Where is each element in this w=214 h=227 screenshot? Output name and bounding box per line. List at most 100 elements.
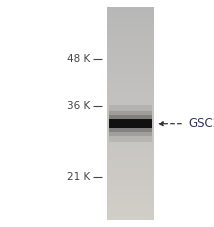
Bar xyxy=(107,62,154,64)
Bar xyxy=(107,147,154,149)
Bar xyxy=(107,25,154,26)
Bar xyxy=(107,74,154,76)
Bar xyxy=(107,10,154,12)
Bar xyxy=(107,201,154,202)
Bar xyxy=(107,195,154,197)
Bar xyxy=(107,129,154,131)
Bar xyxy=(107,53,154,55)
Bar xyxy=(107,167,154,169)
Bar xyxy=(107,211,154,213)
Bar xyxy=(107,137,154,138)
Bar xyxy=(107,42,154,44)
Bar xyxy=(107,122,154,124)
Bar xyxy=(107,9,154,10)
Bar xyxy=(107,110,154,112)
Bar xyxy=(109,119,152,128)
Bar xyxy=(109,105,152,142)
Bar xyxy=(107,178,154,179)
Bar xyxy=(107,153,154,154)
Bar xyxy=(107,83,154,85)
Text: GSC2: GSC2 xyxy=(188,117,214,130)
Bar xyxy=(109,111,152,136)
Bar xyxy=(107,162,154,163)
Bar xyxy=(107,96,154,97)
Bar xyxy=(107,119,154,121)
Bar xyxy=(107,65,154,67)
Bar xyxy=(107,199,154,201)
Bar xyxy=(107,87,154,89)
Bar xyxy=(107,67,154,69)
Bar xyxy=(107,19,154,21)
Bar xyxy=(107,193,154,195)
Bar xyxy=(107,128,154,129)
Bar xyxy=(107,73,154,74)
Bar xyxy=(107,39,154,41)
Bar xyxy=(107,85,154,87)
Bar xyxy=(107,28,154,30)
Bar xyxy=(107,41,154,42)
Bar xyxy=(107,163,154,165)
Bar xyxy=(107,90,154,92)
Bar xyxy=(107,188,154,190)
Bar xyxy=(107,213,154,215)
Bar xyxy=(107,7,154,9)
Bar xyxy=(107,21,154,23)
Bar xyxy=(107,101,154,103)
Bar xyxy=(107,131,154,133)
Bar xyxy=(109,115,152,132)
Bar xyxy=(107,176,154,178)
Bar xyxy=(107,17,154,19)
Bar xyxy=(107,192,154,193)
Bar xyxy=(107,181,154,183)
Bar xyxy=(107,183,154,185)
Bar xyxy=(107,69,154,71)
Bar xyxy=(107,117,154,119)
Bar xyxy=(107,174,154,176)
Text: 21 K: 21 K xyxy=(67,172,90,182)
Bar xyxy=(107,121,154,122)
Text: 36 K: 36 K xyxy=(67,101,90,111)
Bar xyxy=(107,103,154,105)
Bar xyxy=(107,80,154,81)
Bar xyxy=(107,92,154,94)
Bar xyxy=(107,133,154,135)
Bar xyxy=(107,35,154,37)
Bar xyxy=(107,206,154,208)
Bar xyxy=(107,44,154,46)
Bar xyxy=(107,138,154,140)
Bar xyxy=(107,14,154,16)
Bar xyxy=(107,108,154,110)
Bar xyxy=(107,51,154,53)
Bar xyxy=(107,81,154,83)
Bar xyxy=(107,99,154,101)
Bar xyxy=(107,16,154,17)
Bar xyxy=(107,12,154,14)
Bar xyxy=(107,106,154,108)
Bar xyxy=(107,71,154,73)
Text: 48 K: 48 K xyxy=(67,54,90,64)
Bar xyxy=(107,112,154,114)
Bar xyxy=(107,208,154,210)
Bar xyxy=(107,185,154,186)
Bar xyxy=(107,151,154,153)
Bar xyxy=(107,115,154,117)
Bar xyxy=(107,160,154,162)
Bar xyxy=(107,58,154,60)
Bar xyxy=(107,142,154,144)
Bar xyxy=(107,197,154,199)
Bar xyxy=(107,165,154,167)
Bar xyxy=(107,49,154,51)
Bar xyxy=(107,26,154,28)
Bar xyxy=(107,33,154,35)
Bar xyxy=(107,94,154,96)
Bar xyxy=(107,172,154,174)
Bar xyxy=(107,48,154,49)
Bar xyxy=(107,215,154,217)
Bar xyxy=(107,217,154,218)
Bar xyxy=(107,170,154,172)
Bar xyxy=(107,149,154,151)
Bar xyxy=(107,60,154,62)
Bar xyxy=(107,105,154,106)
Bar xyxy=(107,57,154,58)
Bar xyxy=(107,64,154,65)
